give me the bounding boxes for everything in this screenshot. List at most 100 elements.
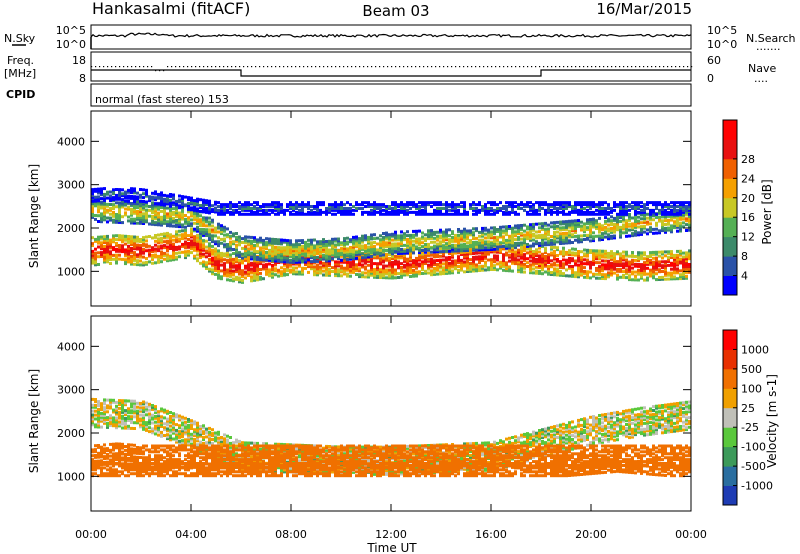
heatmap-cell	[421, 272, 424, 275]
heatmap-cell	[607, 265, 610, 269]
heatmap-cell	[514, 234, 517, 238]
heatmap-cell	[664, 268, 667, 271]
heatmap-cell	[412, 247, 415, 251]
heatmap-cell	[631, 201, 634, 205]
nave-dot	[359, 66, 361, 68]
heatmap-cell	[406, 208, 409, 212]
heatmap-cell	[460, 229, 463, 233]
heatmap-cell	[496, 207, 499, 210]
heatmap-cell	[184, 234, 187, 238]
heatmap-cell	[490, 230, 493, 234]
heatmap-cell	[676, 216, 679, 220]
heatmap-cell	[436, 266, 439, 270]
heatmap-cell	[685, 274, 688, 278]
heatmap-cell	[523, 205, 526, 208]
nave-dot	[595, 66, 597, 68]
heatmap-cell	[442, 234, 445, 238]
heatmap-cell	[97, 239, 100, 243]
heatmap-cell	[157, 233, 160, 237]
heatmap-cell	[292, 272, 295, 276]
heatmap-cell	[619, 229, 622, 233]
heatmap-cell	[550, 251, 553, 255]
heatmap-cell	[643, 270, 646, 274]
heatmap-cell	[211, 252, 214, 256]
heatmap-cell	[478, 269, 481, 272]
heatmap-cell	[517, 268, 520, 272]
heatmap-cell	[613, 252, 616, 256]
heatmap-cell	[292, 253, 295, 257]
nave-dot	[319, 66, 321, 68]
heatmap-cell	[643, 278, 646, 282]
heatmap-cell	[472, 244, 475, 248]
heatmap-cell	[97, 263, 100, 266]
heatmap-cell	[646, 207, 649, 210]
heatmap-cell	[613, 226, 616, 230]
nave-dot	[627, 66, 629, 68]
heatmap-cell	[277, 238, 280, 242]
heatmap-cell	[421, 256, 424, 260]
heatmap-cell	[508, 236, 511, 240]
heatmap-cell	[283, 261, 286, 265]
heatmap-cell	[466, 270, 469, 273]
heatmap-cell	[439, 210, 442, 214]
heatmap-cell	[565, 201, 568, 205]
heatmap-cell	[376, 275, 379, 279]
heatmap-cell	[286, 258, 289, 262]
heatmap-cell	[610, 229, 613, 232]
heatmap-cell	[571, 227, 574, 231]
heatmap-cell	[571, 210, 574, 214]
heatmap-cell	[379, 270, 382, 274]
heatmap-cell	[631, 216, 634, 220]
heatmap-cell	[541, 203, 544, 207]
heatmap-cell	[319, 212, 322, 216]
heatmap-cell	[685, 263, 688, 267]
heatmap-cell	[202, 239, 205, 243]
heatmap-cell	[298, 208, 301, 212]
nave-dot	[443, 66, 445, 68]
nave-dot	[651, 66, 653, 68]
heatmap-cell	[556, 220, 559, 224]
heatmap-cell	[166, 253, 169, 257]
cpid-text: normal (fast stereo) 153	[95, 93, 229, 106]
heatmap-cell	[256, 274, 259, 278]
heatmap-cell	[535, 271, 538, 275]
heatmap-cell	[133, 243, 136, 247]
heatmap-cell	[256, 270, 259, 274]
heatmap-cell	[493, 247, 496, 251]
heatmap-cell	[544, 241, 547, 245]
heatmap-cell	[550, 221, 553, 225]
heatmap-cell	[523, 208, 526, 212]
heatmap-cell	[601, 263, 604, 267]
heatmap-cell	[562, 252, 565, 256]
heatmap-cell	[166, 196, 169, 200]
heatmap-cell	[493, 210, 496, 214]
heatmap-cell	[427, 229, 430, 233]
heatmap-cell	[316, 252, 319, 256]
heatmap-cell	[556, 210, 559, 214]
heatmap-cell	[601, 234, 604, 238]
heatmap-cell	[310, 267, 313, 271]
heatmap-cell	[598, 255, 601, 259]
heatmap-cell	[517, 241, 520, 245]
heatmap-cell	[358, 246, 361, 250]
heatmap-cell	[361, 234, 364, 238]
heatmap-cell	[673, 214, 676, 218]
heatmap-cell	[625, 227, 628, 230]
heatmap-cell	[130, 239, 133, 243]
heatmap-cell	[658, 250, 661, 254]
heatmap-cell	[262, 265, 265, 269]
heatmap-cell	[418, 207, 421, 210]
heatmap-cell	[424, 203, 427, 207]
heatmap-cell	[598, 207, 601, 210]
heatmap-cell	[622, 215, 625, 219]
heatmap-cell	[448, 269, 451, 273]
heatmap-cell	[547, 261, 550, 264]
heatmap-cell	[211, 234, 214, 238]
heatmap-cell	[637, 205, 640, 208]
heatmap-cell	[328, 257, 331, 261]
heatmap-cell	[391, 257, 394, 260]
heatmap-cell	[154, 205, 157, 209]
heatmap-cell	[280, 270, 283, 274]
heatmap-cell	[130, 207, 133, 211]
heatmap-cell	[559, 264, 562, 267]
